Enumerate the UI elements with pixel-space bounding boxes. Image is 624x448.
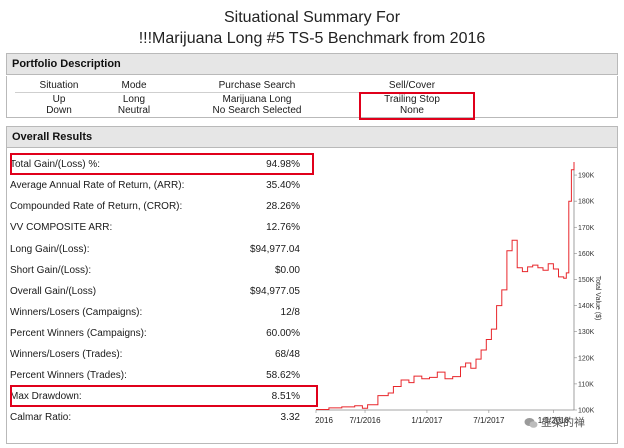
metric-arr: Average Annual Rate of Return, (ARR): 35.… <box>8 176 304 196</box>
y-tick-label: 120K <box>578 355 595 362</box>
metric-percent-winners-trades: Percent Winners (Trades): 58.62% <box>8 366 304 386</box>
x-tick-label: 1/1/2017 <box>411 416 443 425</box>
metric-winners-losers-trades: Winners/Losers (Trades): 68/48 <box>8 345 304 365</box>
report-title-line-2: !!!Marijuana Long #5 TS-5 Benchmark from… <box>0 29 624 49</box>
total-gain-highlight-box <box>10 153 314 175</box>
metric-vv-composite-arr: VV COMPOSITE ARR: 12.76% <box>8 218 304 238</box>
column-header-mode: Mode <box>89 80 179 91</box>
x-tick-label: 7/1/2017 <box>473 416 505 425</box>
y-tick-label: 130K <box>578 329 595 336</box>
wechat-icon <box>524 417 538 429</box>
report-title-line-1: Situational Summary For <box>0 8 624 28</box>
y-tick-label: 110K <box>578 381 594 388</box>
metric-percent-winners-campaigns: Percent Winners (Campaigns): 60.00% <box>8 324 304 344</box>
x-tick-label: 7/1/2016 <box>349 416 381 425</box>
metric-long-gain: Long Gain/(Loss): $94,977.04 <box>8 240 304 260</box>
situation-down: Down <box>19 105 99 116</box>
y-tick-label: 190K <box>578 173 595 180</box>
column-header-purchase-search: Purchase Search <box>187 80 327 91</box>
metric-cror: Compounded Rate of Return, (CROR): 28.26% <box>8 197 304 217</box>
purchase-search-down: No Search Selected <box>187 105 327 116</box>
max-drawdown-highlight-box <box>10 385 318 407</box>
wechat-watermark: 韭菜的禅 <box>524 415 585 431</box>
mode-neutral: Neutral <box>89 105 179 116</box>
metric-short-gain: Short Gain/(Loss): $0.00 <box>8 261 304 281</box>
y-axis-ticks: 100K 110K 120K 130K 140K 150K 160K 170K 180K 190K <box>574 173 595 415</box>
column-header-situation: Situation <box>19 80 99 91</box>
overall-results-header: Overall Results <box>6 126 618 148</box>
portfolio-description-header: Portfolio Description <box>6 53 618 75</box>
sell-cover-highlight-box <box>359 92 475 120</box>
metric-winners-losers-campaigns: Winners/Losers (Campaigns): 12/8 <box>8 303 304 323</box>
situation-up: Up <box>19 94 99 105</box>
y-tick-label: 180K <box>578 199 595 206</box>
metric-calmar-ratio: Calmar Ratio: 3.32 <box>8 408 304 428</box>
portfolio-table: Situation Mode Purchase Search Sell/Cove… <box>6 76 618 118</box>
total-value-line <box>316 162 574 410</box>
x-tick-label: 2016 <box>315 416 333 425</box>
metric-overall-gain: Overall Gain/(Loss) $94,977.05 <box>8 282 304 302</box>
y-axis-label: Total Value ($) <box>594 276 601 321</box>
y-tick-label: 150K <box>578 277 595 284</box>
y-tick-label: 100K <box>578 408 595 415</box>
purchase-search-up: Marijuana Long <box>187 94 327 105</box>
total-value-chart: 100K 110K 120K 130K 140K 150K 160K 170K 180K 190K… <box>312 150 618 440</box>
y-tick-label: 170K <box>578 225 595 232</box>
mode-long: Long <box>89 94 179 105</box>
y-tick-label: 140K <box>578 303 595 310</box>
y-tick-label: 160K <box>578 251 595 258</box>
column-header-sell-cover: Sell/Cover <box>357 80 467 91</box>
